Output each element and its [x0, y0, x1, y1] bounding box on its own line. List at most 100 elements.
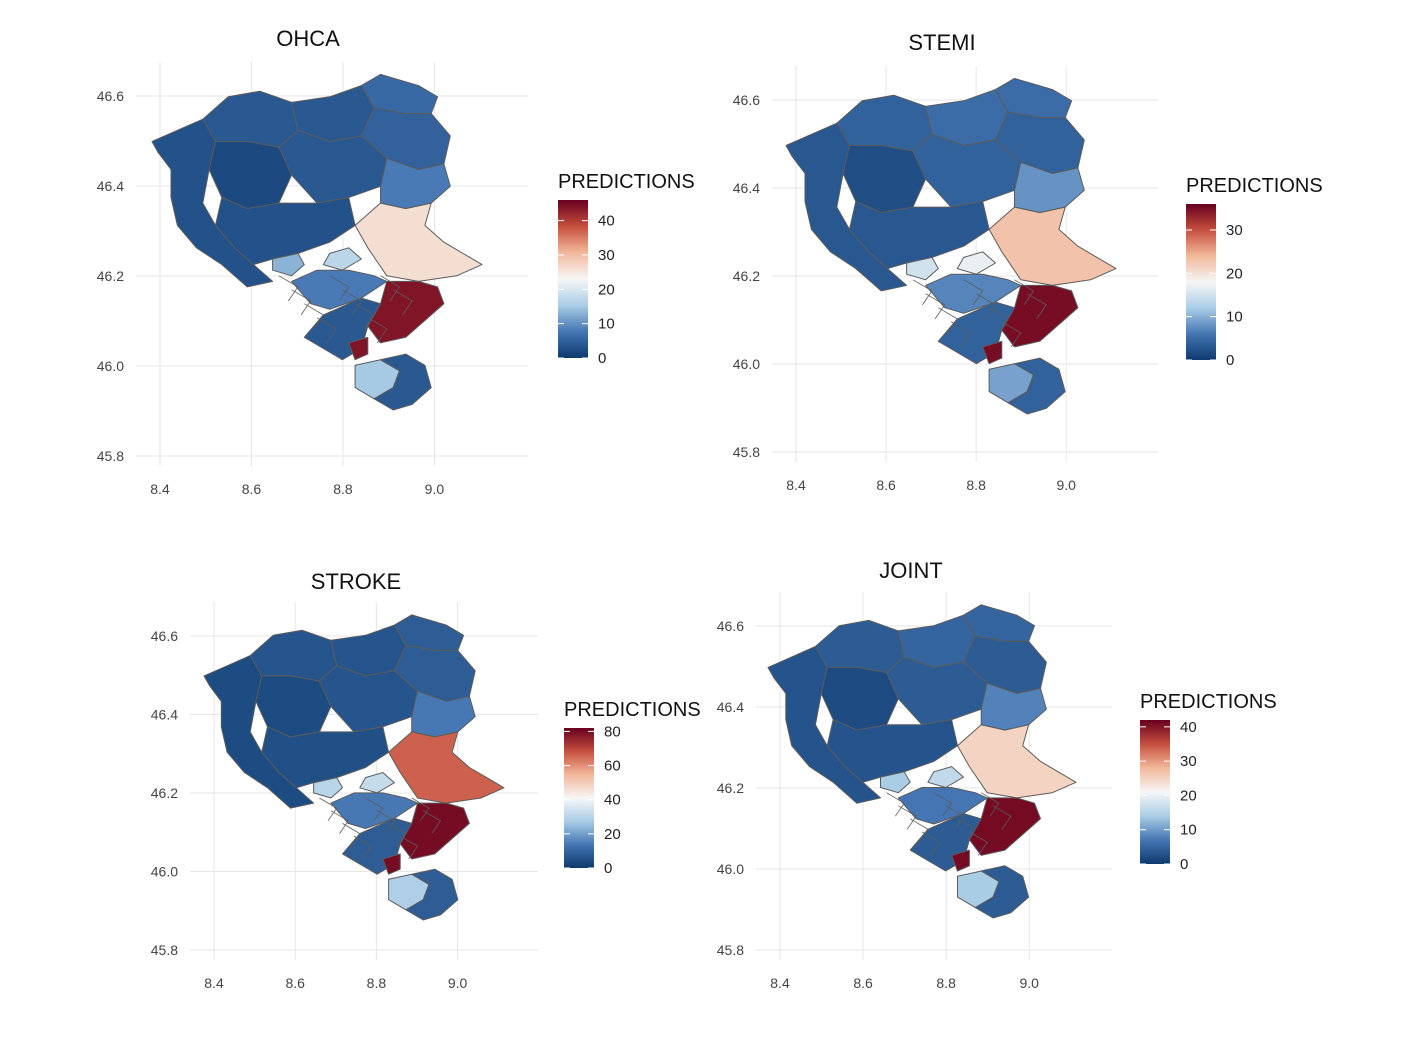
municipality-border: [988, 307, 1009, 334]
y-tick-label: 45.8: [151, 942, 178, 958]
municipality-border: [365, 797, 384, 822]
x-tick-label: 8.8: [966, 477, 986, 493]
municipality-border: [886, 792, 905, 817]
municipality-border: [422, 810, 442, 834]
municipality-border: [380, 275, 401, 302]
municipality-border: [330, 810, 349, 834]
region-lake-west: [880, 771, 911, 794]
municipality-border: [976, 293, 996, 320]
x-tick-label: 8.4: [770, 975, 790, 991]
legend-tick-label: 0: [604, 860, 612, 877]
x-tick-label: 9.0: [425, 481, 445, 497]
municipality-border: [316, 317, 337, 344]
y-tick-label: 46.6: [717, 618, 744, 634]
municipality-border: [353, 835, 372, 860]
x-tick-label: 8.8: [367, 975, 387, 991]
x-tick-label: 8.4: [150, 481, 170, 497]
x-tick-label: 9.0: [1019, 975, 1039, 991]
legend-tick-label: 30: [598, 247, 615, 264]
x-tick-label: 8.6: [285, 975, 305, 991]
legend-tick-label: 30: [1180, 753, 1197, 770]
municipality-border: [392, 289, 413, 316]
legend-colorbar: [564, 728, 594, 868]
region-south-spot: [982, 340, 1003, 365]
municipality-border: [963, 279, 984, 306]
panel-title: STROKE: [311, 569, 401, 594]
municipality-border: [354, 303, 375, 330]
municipality-border: [367, 317, 388, 344]
legend-tick-label: 0: [1180, 856, 1188, 873]
legend-tick-label: 10: [1226, 309, 1243, 326]
municipality-border: [992, 805, 1012, 830]
x-tick-label: 8.4: [204, 975, 224, 991]
region-south-spot: [382, 853, 401, 875]
region-north-west: [836, 94, 933, 152]
legend-tick-label: 20: [1226, 265, 1243, 282]
region-south-tip: [303, 297, 381, 361]
legend-tick-label: 40: [1180, 719, 1197, 736]
y-tick-label: 46.2: [97, 268, 124, 284]
municipality-border: [399, 835, 419, 860]
legend-tick-label: 60: [604, 758, 621, 775]
legend-title: PREDICTIONS: [1140, 691, 1277, 713]
y-tick-label: 46.4: [717, 699, 744, 715]
region-lake-west: [272, 252, 305, 277]
map-panel-joint: JOINT 8.4 8.6 8.8 9.0 46.6 46.4 46.2 46.0 45.8 PRE…: [717, 558, 1277, 991]
municipality-border: [411, 797, 430, 822]
municipality-border: [342, 823, 361, 847]
y-tick-label: 45.8: [97, 448, 124, 464]
municipality-border: [342, 289, 362, 316]
panel-title: OHCA: [276, 26, 340, 51]
municipality-border: [329, 275, 350, 302]
y-tick-label: 46.4: [151, 707, 178, 723]
region-east-valley: [354, 202, 483, 282]
y-tick-label: 46.4: [97, 178, 124, 194]
y-tick-label: 46.0: [151, 864, 178, 880]
panel-title: JOINT: [879, 558, 943, 583]
y-tick-label: 46.6: [97, 88, 124, 104]
region-south-spot: [348, 336, 369, 361]
municipality-border: [957, 818, 976, 843]
region-south-centre: [849, 201, 990, 270]
region-south-centre: [261, 726, 390, 789]
municipality-border: [304, 303, 324, 330]
municipality-border: [933, 792, 953, 817]
region-lake-mid: [359, 772, 395, 794]
x-tick-label: 8.6: [853, 975, 873, 991]
legend-tick-label: 40: [598, 213, 615, 230]
x-tick-label: 8.6: [242, 481, 262, 497]
region-south-east: [367, 280, 445, 344]
legend-colorbar: [1140, 720, 1170, 864]
municipality-border: [938, 307, 958, 334]
y-tick-label: 46.2: [717, 780, 744, 796]
legend-tick-label: 30: [1226, 222, 1243, 239]
region-south-tip: [909, 813, 982, 872]
y-tick-label: 46.6: [151, 628, 178, 644]
municipality-border: [980, 792, 1000, 817]
y-tick-label: 45.8: [733, 444, 760, 460]
region-south-tip: [937, 301, 1015, 365]
municipality-border: [945, 805, 965, 830]
municipality-border: [898, 805, 917, 830]
region-south-east: [399, 802, 470, 860]
y-tick-label: 46.0: [97, 358, 124, 374]
map-panel-stemi: STEMI 8.4 8.6 8.8 9.0 46.6 46.4 46.2 46.0 45.8 PRE…: [733, 30, 1323, 493]
y-tick-label: 46.0: [717, 861, 744, 877]
region-south-lobe: [974, 865, 1030, 919]
y-tick-label: 46.4: [733, 180, 760, 196]
x-tick-label: 8.6: [876, 477, 896, 493]
legend-colorbar: [1186, 204, 1216, 360]
municipality-border: [388, 823, 407, 847]
region-south-centre: [215, 197, 356, 266]
legend-title: PREDICTIONS: [558, 171, 695, 193]
region-lake-mid: [927, 766, 964, 788]
y-tick-label: 46.0: [733, 356, 760, 372]
legend-tick-label: 0: [1226, 352, 1234, 369]
x-tick-label: 8.8: [936, 975, 956, 991]
municipality-border: [1014, 279, 1035, 306]
region-lake-west: [313, 777, 343, 799]
municipality-border: [909, 818, 929, 843]
region-east-valley: [388, 731, 505, 804]
legend-title: PREDICTIONS: [1186, 175, 1323, 197]
